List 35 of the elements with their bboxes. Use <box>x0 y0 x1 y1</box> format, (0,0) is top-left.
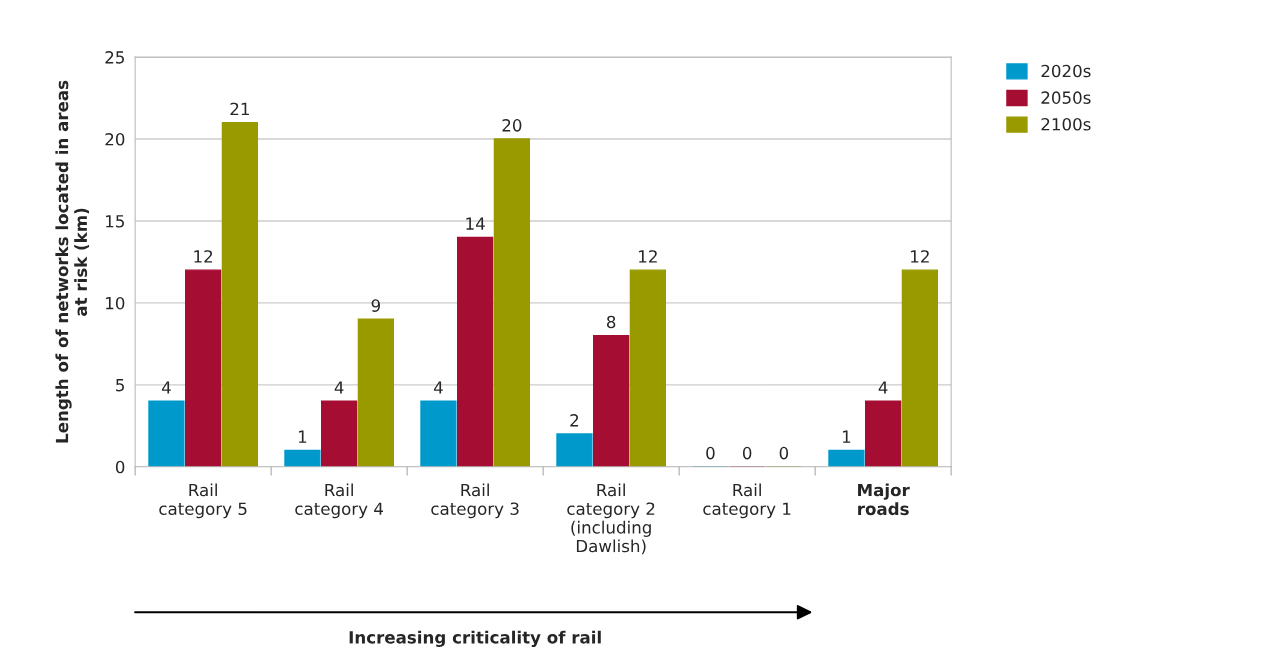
legend-label: 2020s <box>1041 64 1091 78</box>
data-label: 1 <box>298 430 307 443</box>
data-label: 12 <box>911 250 929 263</box>
y-tick-label: 15 <box>106 215 124 228</box>
data-label: 0 <box>706 446 715 460</box>
data-label: 9 <box>371 299 380 312</box>
y-axis-title: Length of of networks located in areas at risk (km) <box>55 80 90 443</box>
legend-label: 2100s <box>1041 117 1091 131</box>
x-tick-label: Rail category 2 (including Dawlish) <box>567 483 655 555</box>
x-tick-label: Rail category 4 <box>295 483 383 519</box>
data-label: 12 <box>194 250 213 263</box>
x-tick-label: Rail category 3 <box>431 483 519 519</box>
data-label: 14 <box>466 217 485 230</box>
data-label: 12 <box>639 250 657 263</box>
data-label: 1 <box>842 430 851 443</box>
data-label: 4 <box>433 381 443 394</box>
y-tick-label: 20 <box>105 133 125 146</box>
data-label: 20 <box>502 119 522 132</box>
data-label: 0 <box>779 446 789 460</box>
y-tick-label: 0 <box>115 460 125 474</box>
legend-label: 2050s <box>1041 91 1091 104</box>
y-tick-label: 25 <box>105 51 124 64</box>
y-tick-label: 5 <box>116 379 124 392</box>
data-label: 4 <box>161 381 171 394</box>
x-tick-label: Major roads <box>858 483 910 516</box>
data-label: 0 <box>742 446 752 460</box>
text: Increasing criticality of rail <box>349 630 601 647</box>
x-tick-label: Rail category 1 <box>703 483 791 519</box>
data-label: 8 <box>606 315 616 329</box>
data-label: 2 <box>570 414 579 427</box>
data-label: 4 <box>334 381 344 394</box>
data-label: 21 <box>230 102 249 116</box>
data-label: 4 <box>878 381 888 394</box>
y-tick-label: 10 <box>106 296 125 310</box>
x-tick-label: Rail category 5 <box>159 483 247 519</box>
